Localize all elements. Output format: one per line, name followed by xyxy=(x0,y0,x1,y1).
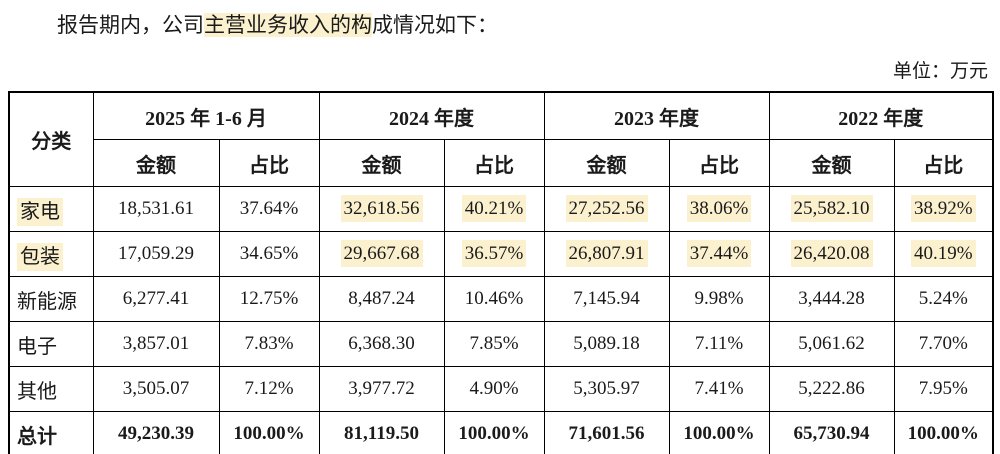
amount-cell: 6,368.30 xyxy=(318,321,445,367)
ratio-cell: 9.98% xyxy=(668,276,770,322)
amount-cell: 3,505.07 xyxy=(92,366,220,412)
ratio-cell: 37.64% xyxy=(218,186,320,232)
table-row-total: 总计 49,230.39 100.00% 81,119.50 100.00% 7… xyxy=(8,411,994,454)
header-ratio: 占比 xyxy=(218,139,320,187)
amount-cell: 71,601.56 xyxy=(543,411,670,454)
amount-cell: 5,089.18 xyxy=(543,321,670,367)
ratio-cell: 100.00% xyxy=(443,411,545,454)
amount-cell: 8,487.24 xyxy=(318,276,445,322)
header-period-2022: 2022 年度 xyxy=(768,91,994,140)
header-ratio: 占比 xyxy=(668,139,770,187)
ratio-cell: 7.95% xyxy=(893,366,994,412)
period-header-row: 分类 2025 年 1-6 月 2024 年度 2023 年度 2022 年度 xyxy=(8,91,994,187)
amount-cell: 3,977.72 xyxy=(318,366,445,412)
subheader-row: 金额 占比 金额 占比 金额 占比 金额 占比 xyxy=(9,139,994,187)
ratio-cell: 12.75% xyxy=(218,276,320,322)
intro-prefix: 报告期内，公司 xyxy=(57,13,204,37)
header-ratio: 占比 xyxy=(893,139,994,187)
row-label: 其他 xyxy=(8,366,94,412)
amount-cell: 25,582.10 xyxy=(768,186,895,232)
ratio-cell: 34.65% xyxy=(218,231,320,277)
intro-suffix: 成情况如下： xyxy=(372,13,498,37)
amount-cell: 6,277.41 xyxy=(92,276,220,322)
ratio-cell: 7.70% xyxy=(893,321,994,367)
intro-paragraph: 报告期内，公司主营业务收入的构成情况如下： xyxy=(0,0,1000,40)
amount-cell: 18,531.61 xyxy=(92,186,220,232)
ratio-cell: 7.41% xyxy=(668,366,770,412)
header-amount: 金额 xyxy=(768,139,895,187)
ratio-cell: 4.90% xyxy=(443,366,545,412)
header-category: 分类 xyxy=(8,91,94,187)
ratio-cell: 100.00% xyxy=(218,411,320,454)
table-row-qita: 其他 3,505.07 7.12% 3,977.72 4.90% 5,305.9… xyxy=(8,366,994,412)
amount-cell: 26,807.91 xyxy=(543,231,670,277)
amount-cell: 27,252.56 xyxy=(543,186,670,232)
amount-cell: 3,857.01 xyxy=(92,321,220,367)
ratio-cell: 40.19% xyxy=(893,231,994,277)
amount-cell: 3,444.28 xyxy=(768,276,895,322)
header-amount: 金额 xyxy=(92,139,220,187)
header-amount: 金额 xyxy=(318,139,445,187)
amount-cell: 26,420.08 xyxy=(768,231,895,277)
ratio-cell: 40.21% xyxy=(443,186,545,232)
unit-label: 单位：万元 xyxy=(892,61,988,82)
ratio-cell: 36.57% xyxy=(443,231,545,277)
amount-cell: 5,305.97 xyxy=(543,366,670,412)
ratio-cell: 7.12% xyxy=(218,366,320,412)
ratio-cell: 100.00% xyxy=(893,411,994,454)
amount-cell: 29,667.68 xyxy=(318,231,445,277)
table-row-dianzi: 电子 3,857.01 7.83% 6,368.30 7.85% 5,089.1… xyxy=(8,321,994,367)
header-period-2024: 2024 年度 xyxy=(318,91,545,140)
amount-cell: 49,230.39 xyxy=(92,411,220,454)
amount-cell: 7,145.94 xyxy=(543,276,670,322)
ratio-cell: 37.44% xyxy=(668,231,770,277)
table-row-jiadian: 家电 18,531.61 37.64% 32,618.56 40.21% 27,… xyxy=(8,186,994,232)
amount-cell: 65,730.94 xyxy=(768,411,895,454)
row-label: 总计 xyxy=(8,411,94,454)
amount-cell: 81,119.50 xyxy=(318,411,445,454)
ratio-cell: 10.46% xyxy=(443,276,545,322)
row-label: 家电 xyxy=(8,186,94,232)
amount-cell: 32,618.56 xyxy=(318,186,445,232)
ratio-cell: 100.00% xyxy=(668,411,770,454)
row-label: 电子 xyxy=(8,321,94,367)
revenue-composition-table: 分类 2025 年 1-6 月 2024 年度 2023 年度 2022 年度 … xyxy=(8,91,995,454)
table-row-xinnengyuan: 新能源 6,277.41 12.75% 8,487.24 10.46% 7,14… xyxy=(8,276,994,322)
ratio-cell: 7.83% xyxy=(218,321,320,367)
amount-cell: 5,061.62 xyxy=(768,321,895,367)
table-row-baozhuang: 包装 17,059.29 34.65% 29,667.68 36.57% 26,… xyxy=(8,231,994,277)
header-ratio: 占比 xyxy=(443,139,545,187)
header-period-2023: 2023 年度 xyxy=(543,91,770,140)
ratio-cell: 7.11% xyxy=(668,321,770,367)
amount-cell: 17,059.29 xyxy=(92,231,220,277)
ratio-cell: 7.85% xyxy=(443,321,545,367)
ratio-cell: 38.92% xyxy=(893,186,994,232)
header-amount: 金额 xyxy=(543,139,670,187)
row-label: 新能源 xyxy=(8,276,94,322)
intro-highlight: 主营业务收入的构 xyxy=(204,13,372,37)
amount-cell: 5,222.86 xyxy=(768,366,895,412)
header-period-2025: 2025 年 1-6 月 xyxy=(92,91,320,140)
ratio-cell: 5.24% xyxy=(893,276,994,322)
ratio-cell: 38.06% xyxy=(668,186,770,232)
row-label: 包装 xyxy=(8,231,94,277)
